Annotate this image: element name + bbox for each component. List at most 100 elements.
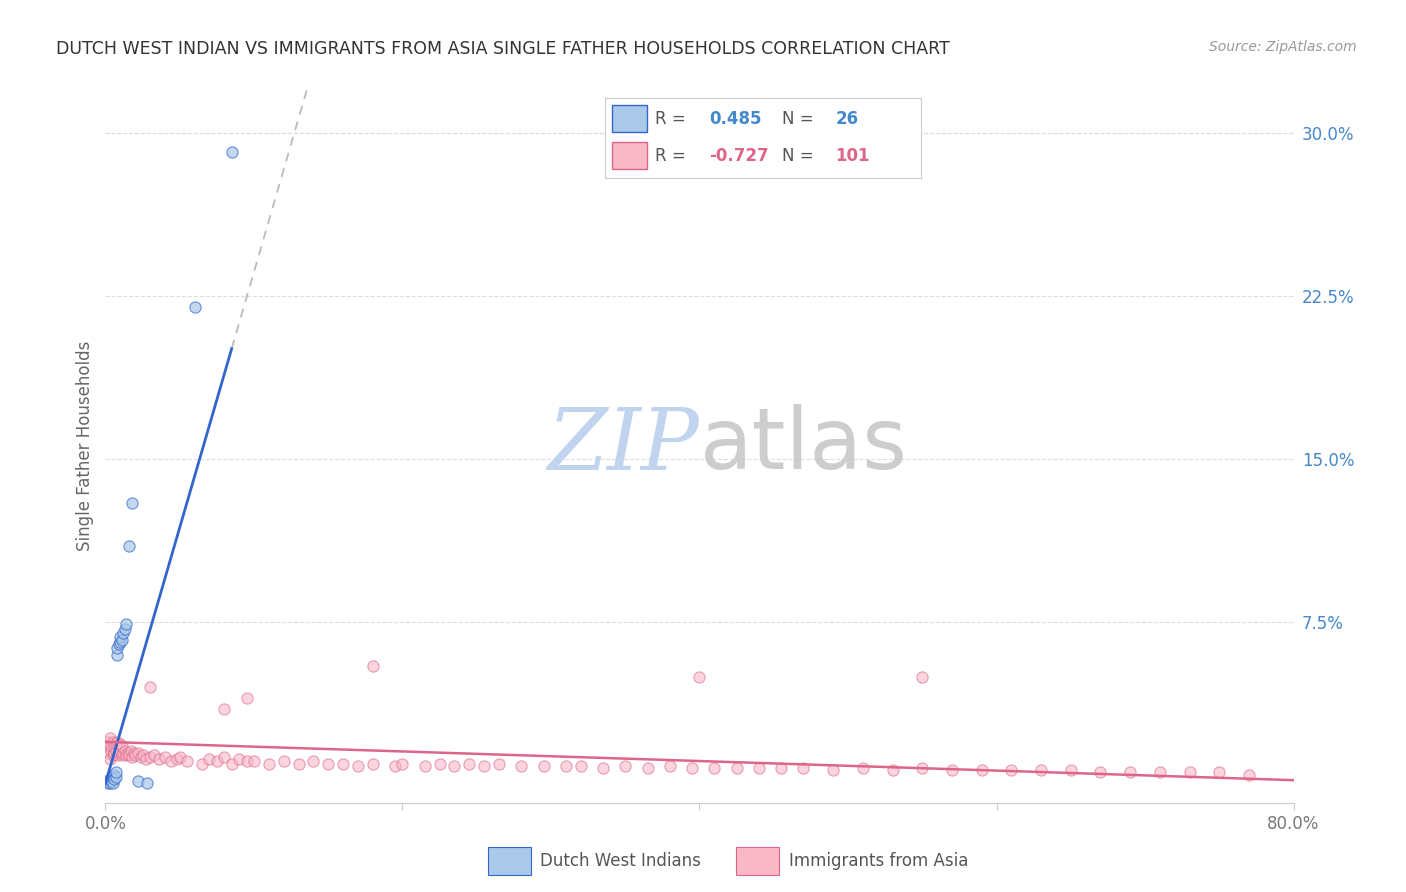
Point (361, 756, 384, 771)
Point (287, 756, 309, 771)
Point (98, 731, 121, 745)
Point (1208, 765, 1230, 780)
Point (614, 759, 637, 773)
Point (1000, 763, 1022, 777)
Point (488, 756, 510, 771)
Point (332, 756, 354, 771)
Point (941, 763, 963, 777)
Point (97, 776, 120, 790)
Point (129, 750, 152, 764)
Point (111, 747, 134, 762)
Point (127, 746, 149, 760)
Point (111, 739, 134, 754)
Point (139, 750, 162, 764)
Point (316, 756, 339, 771)
Point (911, 670, 934, 684)
Bar (737, 847, 779, 875)
Point (228, 752, 250, 766)
Point (1029, 763, 1052, 777)
Point (114, 622, 136, 636)
Point (115, 617, 138, 632)
Point (1178, 765, 1201, 780)
Point (121, 750, 143, 764)
Point (970, 763, 993, 777)
Point (472, 759, 495, 773)
Point (1090, 765, 1112, 780)
Point (104, 737, 127, 751)
Point (273, 755, 295, 769)
Point (105, 648, 128, 662)
Point (127, 774, 149, 789)
Point (347, 759, 370, 773)
Point (112, 746, 135, 760)
Point (98, 772, 121, 786)
Point (748, 761, 770, 775)
Point (118, 747, 141, 762)
Point (153, 750, 176, 764)
Point (104, 770, 127, 784)
Point (852, 761, 875, 775)
Text: N =: N = (782, 146, 818, 164)
Point (139, 681, 162, 695)
Point (1119, 765, 1142, 780)
Point (104, 743, 127, 757)
Point (110, 635, 132, 649)
Point (221, 756, 243, 771)
Point (592, 761, 614, 775)
Point (112, 626, 135, 640)
Bar (488, 847, 530, 875)
Point (103, 767, 125, 781)
Point (443, 759, 465, 773)
Point (413, 759, 436, 773)
Point (110, 743, 132, 757)
Point (658, 759, 681, 773)
Point (96, 739, 118, 754)
Point (569, 759, 592, 773)
Point (235, 755, 257, 769)
Y-axis label: Single Father Households: Single Father Households (76, 341, 94, 551)
Point (108, 746, 131, 760)
Bar (613, 142, 647, 169)
Text: Dutch West Indians: Dutch West Indians (540, 852, 702, 871)
Point (131, 747, 153, 762)
Point (122, 746, 145, 760)
Point (198, 752, 221, 766)
Point (110, 737, 132, 751)
Point (111, 632, 134, 647)
Text: 0.485: 0.485 (709, 110, 762, 128)
Text: DUTCH WEST INDIAN VS IMMIGRANTS FROM ASIA SINGLE FATHER HOUSEHOLDS CORRELATION C: DUTCH WEST INDIAN VS IMMIGRANTS FROM ASI… (56, 40, 950, 58)
Point (105, 747, 128, 762)
Point (176, 755, 198, 769)
Point (108, 637, 131, 651)
Bar (613, 105, 647, 132)
Point (159, 755, 181, 769)
Point (104, 765, 127, 780)
Point (169, 750, 191, 764)
Point (391, 756, 413, 771)
Point (554, 759, 576, 773)
Point (183, 300, 205, 314)
Point (101, 776, 124, 790)
Point (143, 747, 166, 762)
Point (98, 776, 121, 790)
Point (96, 774, 118, 789)
Point (115, 747, 138, 762)
Point (136, 776, 159, 790)
Point (689, 670, 711, 684)
Text: N =: N = (782, 110, 818, 128)
Point (429, 756, 451, 771)
Point (148, 752, 170, 766)
Point (637, 761, 659, 775)
Point (117, 746, 139, 760)
Point (97, 735, 120, 749)
Point (121, 495, 143, 509)
Point (510, 759, 533, 773)
Point (101, 747, 124, 762)
Point (823, 763, 845, 777)
Point (124, 747, 146, 762)
Point (114, 743, 136, 757)
Point (103, 746, 125, 760)
Text: atlas: atlas (700, 404, 907, 488)
Text: 26: 26 (835, 110, 859, 128)
Point (103, 739, 125, 754)
